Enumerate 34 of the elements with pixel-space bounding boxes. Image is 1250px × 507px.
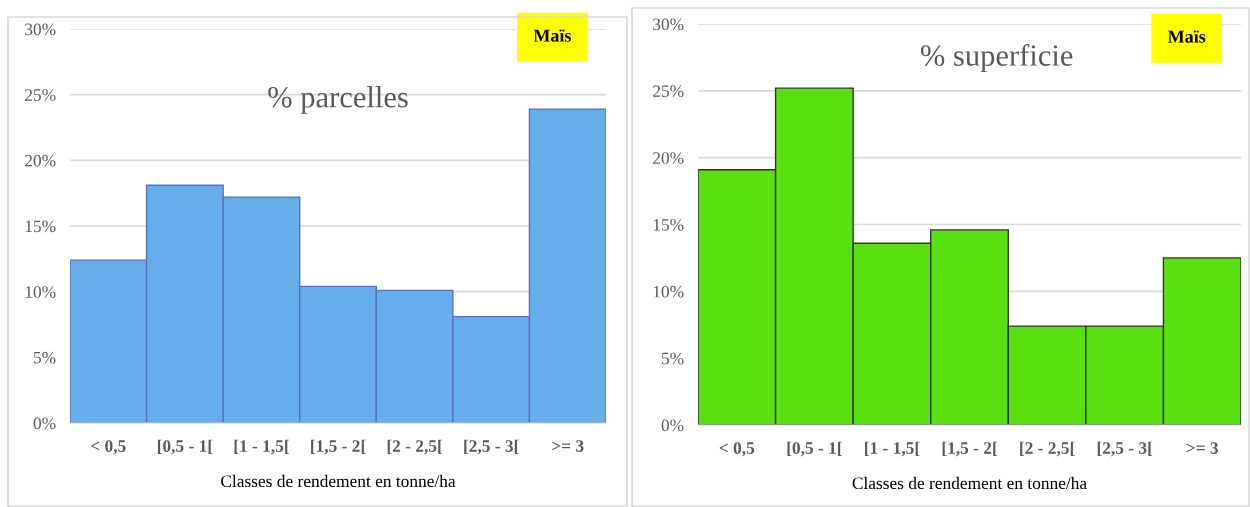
x-tick-label: < 0,5 xyxy=(719,442,755,457)
x-tick-label: [1 - 1,5[ xyxy=(865,441,920,457)
x-tick-label: [1,5 - 2[ xyxy=(311,439,366,455)
x-axis-title: Classes de rendement en tonne/ha xyxy=(852,476,1087,490)
x-tick-label: [1,5 - 2[ xyxy=(942,441,998,457)
annotation: Maïs xyxy=(533,29,572,42)
y-tick-label: 5% xyxy=(33,351,56,364)
x-tick-label: [0,5 - 1[ xyxy=(157,439,213,455)
y-tick-label: 15% xyxy=(653,218,684,231)
y-tick-label: 0% xyxy=(661,419,684,432)
x-tick-label: >= 3 xyxy=(1186,442,1219,454)
annotation: Maïs xyxy=(1167,30,1206,43)
x-tick-label: >= 3 xyxy=(552,440,584,452)
y-tick-label: 20% xyxy=(653,152,684,164)
x-tick-label: < 0,5 xyxy=(91,440,126,455)
x-tick-label: [1 - 1,5[ xyxy=(234,439,290,455)
x-axis-title: Classes de rendement en tonne/ha xyxy=(221,474,456,488)
text: % parcelles xyxy=(268,86,408,114)
y-tick-label: 30% xyxy=(25,23,56,36)
y-tick-label: 10% xyxy=(25,286,56,298)
x-tick-label: [2,5 - 3[ xyxy=(1097,441,1153,457)
text: % superficie xyxy=(920,44,1073,73)
x-tick-label: [2 - 2,5[ xyxy=(1020,441,1075,457)
y-tick-label: 15% xyxy=(25,220,56,233)
y-tick-label: 30% xyxy=(653,18,684,31)
y-tick-label: 0% xyxy=(33,417,56,430)
x-tick-label: [2,5 - 3[ xyxy=(464,439,519,455)
y-tick-label: 25% xyxy=(25,89,56,101)
y-tick-label: 10% xyxy=(653,285,684,298)
y-tick-label: 25% xyxy=(653,85,684,98)
x-tick-label: [0,5 - 1[ xyxy=(787,441,842,457)
y-tick-label: 5% xyxy=(661,352,684,365)
y-tick-label: 20% xyxy=(25,154,56,167)
x-tick-label: [2 - 2,5[ xyxy=(387,439,443,455)
